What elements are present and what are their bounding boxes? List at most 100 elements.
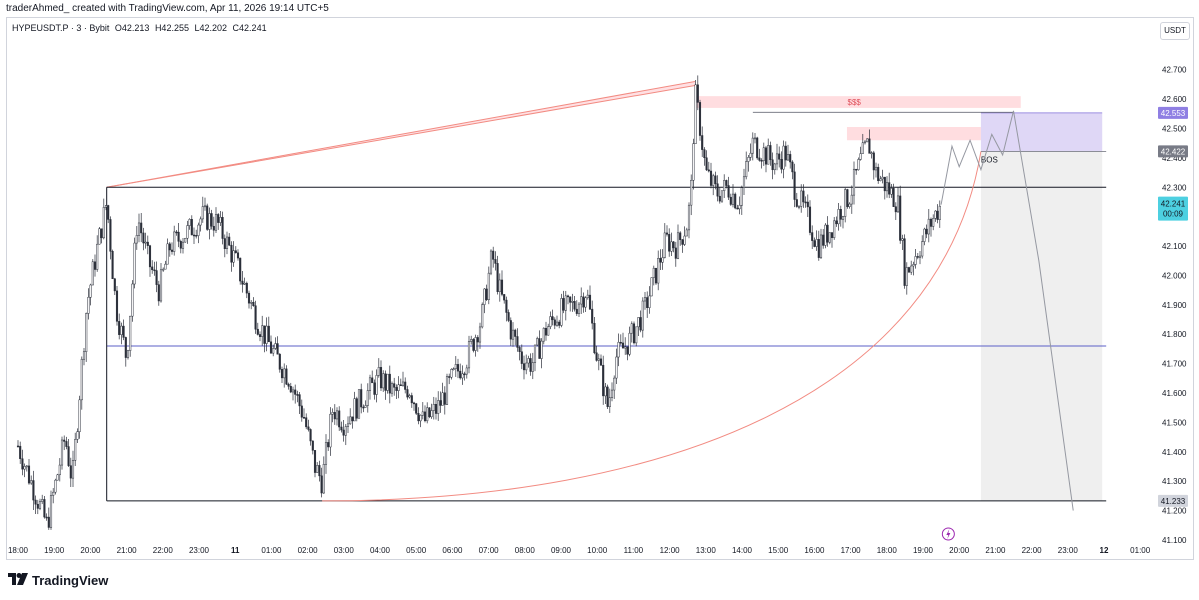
legend-symbol[interactable]: HYPEUSDT.P · 3 · Bybit xyxy=(12,23,110,33)
candle-body xyxy=(38,501,42,509)
candle-body xyxy=(481,304,484,328)
candle-body xyxy=(197,224,200,236)
candle-body xyxy=(60,439,64,466)
candle-body xyxy=(349,416,352,425)
candle-body xyxy=(929,218,933,227)
x-tick-label: 05:00 xyxy=(406,546,427,555)
candle-body xyxy=(74,439,77,461)
candle-body xyxy=(87,296,90,314)
y-tick-label: 41.100 xyxy=(1162,536,1187,545)
candle-body xyxy=(762,147,765,161)
candle-body xyxy=(896,195,900,213)
candle-body xyxy=(745,161,748,178)
candle-body xyxy=(844,189,847,217)
candle-body xyxy=(338,410,341,428)
x-tick-label: 11 xyxy=(231,546,240,555)
y-tick-label: 42.300 xyxy=(1162,183,1187,192)
candle-body xyxy=(91,261,94,286)
chart-credit: traderAhmed_ created with TradingView.co… xyxy=(6,3,329,14)
candle-body xyxy=(494,259,497,264)
candle-body xyxy=(269,341,273,354)
y-tick-label: 41.600 xyxy=(1162,389,1187,398)
candle-body xyxy=(415,403,418,414)
candle-body xyxy=(118,321,121,335)
x-tick-label: 20:00 xyxy=(949,546,970,555)
candle-body xyxy=(531,362,534,372)
currency-button[interactable]: USDT xyxy=(1160,22,1190,40)
bos-label: BOS xyxy=(981,155,998,164)
candle-body xyxy=(322,464,325,494)
candle-body xyxy=(188,219,191,226)
candle-body xyxy=(148,245,152,268)
candle-body xyxy=(157,284,160,302)
candle-body xyxy=(500,279,504,295)
candle-body xyxy=(364,405,367,408)
candle-body xyxy=(278,353,281,370)
candle-body xyxy=(670,241,673,252)
candle-body xyxy=(498,279,501,292)
candle-body xyxy=(646,297,649,308)
candle-body xyxy=(569,296,572,303)
y-tick-label: 42.600 xyxy=(1162,95,1187,104)
candle-body xyxy=(133,242,136,285)
candle-body xyxy=(247,292,251,304)
candle-body xyxy=(738,205,741,210)
candle-body xyxy=(313,450,317,473)
candle-body xyxy=(657,258,660,284)
candle-body xyxy=(888,182,891,195)
candle-body xyxy=(784,145,787,161)
candle-body xyxy=(707,169,710,172)
candle-body xyxy=(289,386,292,393)
candle-body xyxy=(778,153,781,160)
candle-body xyxy=(426,407,429,422)
candle-body xyxy=(408,395,411,398)
candle-body xyxy=(340,426,343,431)
candle-body xyxy=(368,377,372,391)
candle-body xyxy=(874,166,878,171)
candle-body xyxy=(155,270,158,285)
candle-body xyxy=(905,267,908,286)
candle-body xyxy=(716,183,719,197)
chart-frame[interactable] xyxy=(6,17,1194,560)
candle-body xyxy=(443,392,446,405)
candle-body xyxy=(630,323,633,334)
candle-body xyxy=(47,516,50,528)
candle-body xyxy=(560,298,563,326)
candle-body xyxy=(78,399,81,432)
candle-body xyxy=(261,325,264,337)
x-tick-label: 09:00 xyxy=(551,546,572,555)
y-tick-label: 41.700 xyxy=(1162,360,1187,369)
candle-body xyxy=(520,351,523,364)
y-tick-label: 41.200 xyxy=(1162,507,1187,516)
candle-body xyxy=(111,251,114,280)
candle-body xyxy=(877,166,880,181)
candle-body xyxy=(617,341,620,358)
y-tick-label: 42.100 xyxy=(1162,242,1187,251)
candle-body xyxy=(89,284,92,298)
candle-body xyxy=(830,232,834,238)
candle-body xyxy=(599,358,603,366)
candle-body xyxy=(434,404,438,414)
candle-body xyxy=(736,207,739,210)
candle-body xyxy=(302,417,306,419)
candle-body xyxy=(65,441,68,447)
candle-body xyxy=(71,460,75,479)
candle-body xyxy=(839,209,842,220)
candle-body xyxy=(511,329,515,340)
candle-body xyxy=(311,440,314,451)
candle-body xyxy=(786,154,790,161)
candle-body xyxy=(30,480,33,484)
candle-body xyxy=(624,346,627,349)
candle-body xyxy=(489,250,493,274)
y-tick-label: 42.500 xyxy=(1162,124,1187,133)
candle-body xyxy=(870,152,873,155)
candle-body xyxy=(593,322,596,354)
candle-body xyxy=(159,269,163,302)
candle-body xyxy=(232,250,235,263)
candle-body xyxy=(859,153,862,160)
projection-path xyxy=(940,110,1074,511)
candle-body xyxy=(890,188,893,195)
price-badge-bos-level xyxy=(1158,145,1188,158)
candle-body xyxy=(384,373,387,391)
